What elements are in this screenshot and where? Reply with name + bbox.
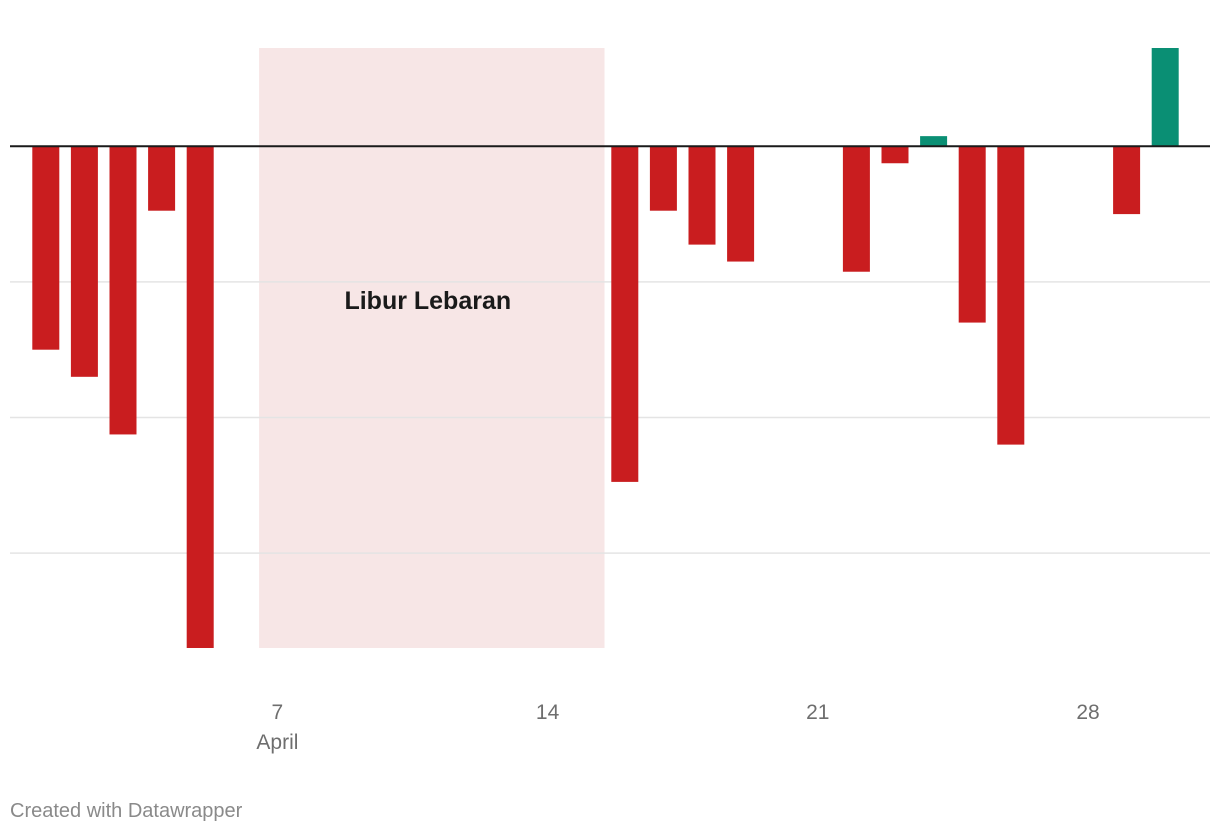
bar-day-18 (688, 146, 716, 245)
bar-day-25 (958, 146, 986, 323)
bar-day-24 (920, 136, 948, 147)
bar-day-3 (109, 146, 137, 435)
highlight-layer (259, 48, 605, 648)
bar-day-29 (1113, 146, 1141, 215)
bar-day-5 (186, 146, 214, 648)
bar-day-1 (32, 146, 60, 350)
bar-day-26 (997, 146, 1025, 445)
bar-day-2 (70, 146, 98, 377)
bar-day-19 (727, 146, 755, 262)
bars (32, 48, 1179, 648)
credit-footer: Created with Datawrapper (10, 800, 243, 822)
highlight-label: Libur Lebaran (344, 287, 511, 315)
bar-day-23 (881, 146, 909, 164)
x-tick-label-28: 28 (1076, 701, 1099, 724)
bar-chart: 7 April 14 21 28 Libur Lebaran (10, 48, 1210, 754)
x-tick-label-14: 14 (536, 701, 560, 724)
holiday-highlight-band (259, 48, 605, 648)
x-tick-label-21: 21 (806, 701, 829, 724)
bar-day-30 (1151, 48, 1179, 147)
x-axis: 7 April 14 21 28 (10, 145, 1210, 754)
bar-day-17 (649, 146, 677, 211)
bar-day-4 (148, 146, 176, 211)
bar-day-16 (611, 146, 639, 482)
bar-day-22 (842, 146, 870, 272)
annotations: Libur Lebaran (344, 287, 511, 315)
x-tick-sublabel-month: April (256, 731, 298, 754)
x-tick-label-7: 7 (272, 701, 284, 724)
